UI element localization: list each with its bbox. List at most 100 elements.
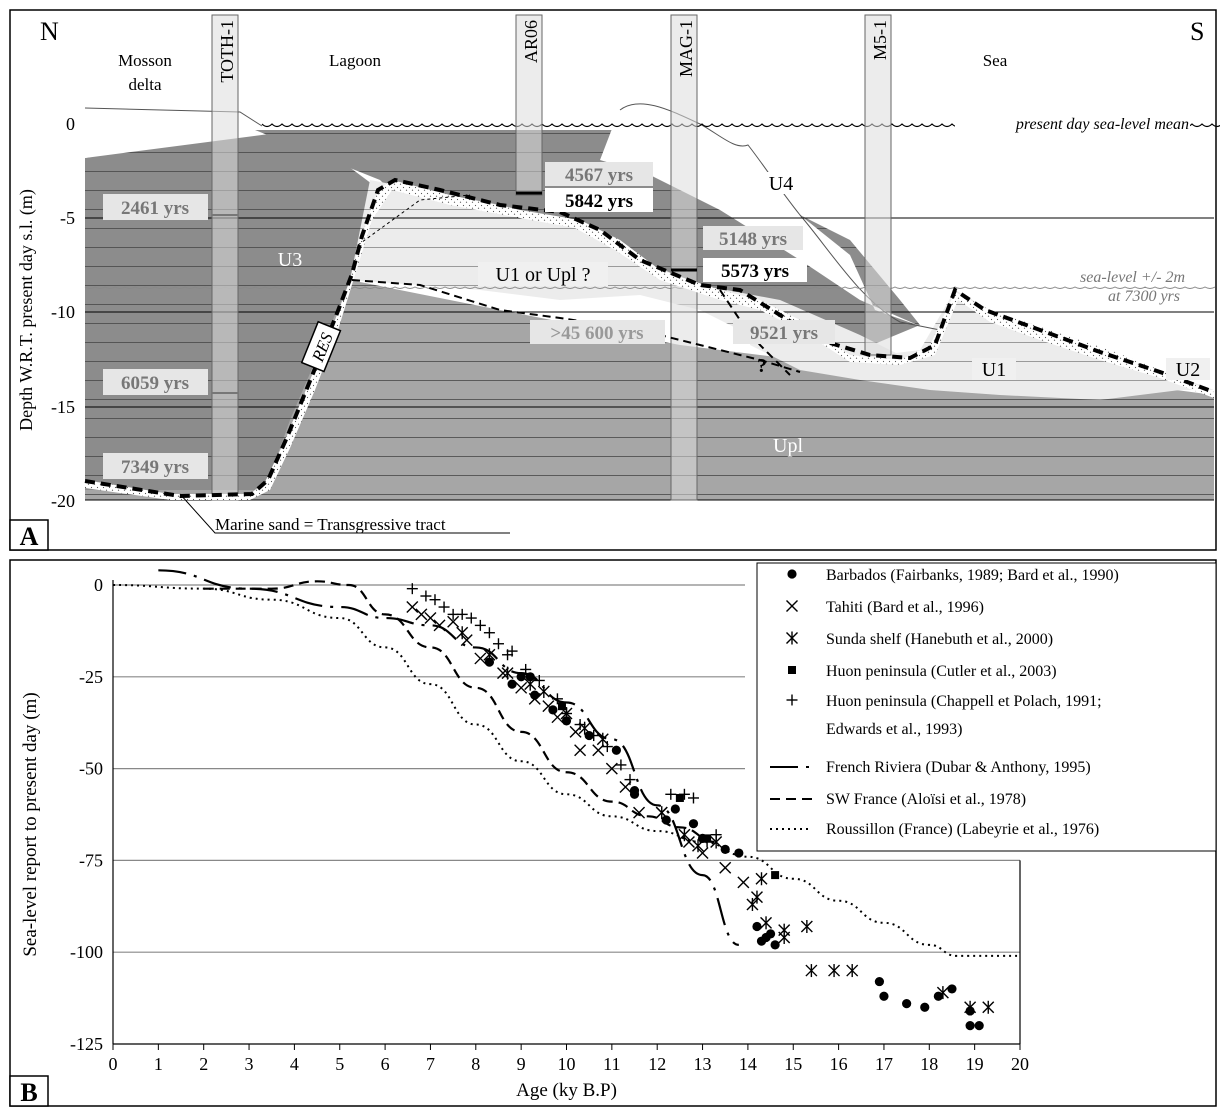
age-7349: 7349 yrs xyxy=(121,457,189,478)
point-plus-16 xyxy=(574,719,586,731)
point-asterisk-14 xyxy=(755,872,768,886)
age-4567: 4567 yrs xyxy=(565,165,633,186)
point-x-17 xyxy=(633,806,646,819)
age-9521: 9521 yrs xyxy=(750,323,818,344)
point-x-16 xyxy=(619,780,632,793)
zone-mosson: Mosson xyxy=(118,51,172,70)
point-dot-23 xyxy=(879,991,889,1001)
point-plus-21 xyxy=(665,788,677,800)
b-ytick-0: 0 xyxy=(94,575,103,595)
unit-u1: U1 xyxy=(982,359,1006,381)
point-dot-29 xyxy=(965,1021,975,1031)
b-xtick-13: 13 xyxy=(694,1054,712,1074)
point-asterisk-2 xyxy=(501,666,514,680)
res-surface xyxy=(84,177,1215,499)
point-asterisk-19 xyxy=(805,964,818,978)
b-ytick--125: -125 xyxy=(70,1034,103,1054)
b-xtick-8: 8 xyxy=(471,1054,480,1074)
point-dot-1 xyxy=(507,679,517,689)
point-plus-13 xyxy=(533,674,545,686)
legend-entry-5: Edwards et al., 1993) xyxy=(826,721,962,738)
unit-u1-or-upl: U1 or Upl ? xyxy=(496,264,591,286)
point-dot-12 xyxy=(670,804,680,814)
b-ylabel: Sea-level report to present day (m) xyxy=(20,692,41,956)
south-label: S xyxy=(1190,17,1204,46)
core-mag1 xyxy=(670,14,698,501)
a-ytick-0: 0 xyxy=(66,114,75,134)
legend-key-square xyxy=(788,666,796,674)
point-square-3 xyxy=(771,871,780,880)
point-asterisk-17 xyxy=(778,931,791,945)
b-xtick-19: 19 xyxy=(966,1054,984,1074)
point-plus-1 xyxy=(420,590,432,602)
point-dot-6 xyxy=(561,716,572,726)
point-x-9 xyxy=(528,692,541,705)
point-plus-6 xyxy=(465,612,477,624)
curve-dotted xyxy=(112,584,1020,957)
sea-level-7300-label: at 7300 yrs xyxy=(1108,288,1180,305)
a-ytick-10: -10 xyxy=(51,302,75,322)
point-x-8 xyxy=(515,681,528,694)
b-xtick-11: 11 xyxy=(603,1054,620,1074)
point-asterisk-8 xyxy=(655,806,668,820)
point-asterisk-9 xyxy=(678,828,691,842)
point-square-1 xyxy=(675,793,684,802)
legend-key-x xyxy=(786,600,798,612)
point-x-2 xyxy=(424,612,437,625)
point-x-20 xyxy=(696,847,709,860)
legend-entry-8: Roussillon (France) (Labeyrie et al., 19… xyxy=(826,821,1099,838)
b-xtick-20: 20 xyxy=(1011,1054,1029,1074)
point-plus-9 xyxy=(492,638,504,650)
a-ytick-15: -15 xyxy=(51,397,75,417)
point-dot-30 xyxy=(974,1021,984,1031)
point-x-6 xyxy=(474,652,487,665)
point-x-4 xyxy=(447,615,460,628)
panel-a-label: A xyxy=(20,522,39,551)
legend-key-dot xyxy=(787,569,797,579)
point-asterisk-12 xyxy=(746,897,759,911)
legend-entry-6: French Riviera (Dubar & Anthony, 1995) xyxy=(826,759,1091,776)
b-xtick-10: 10 xyxy=(558,1054,576,1074)
panel-a: N S Mosson delta Lagoon Sea TOTH-1 AR06 … xyxy=(9,9,1220,551)
sea-level-range-label: sea-level +/- 2m xyxy=(1080,269,1185,286)
point-dot-22 xyxy=(874,976,885,987)
zone-lagoon: Lagoon xyxy=(329,51,381,70)
chart-legend: Barbados (Fairbanks, 1989; Bard et al., … xyxy=(756,562,1217,852)
point-plus-22 xyxy=(678,788,690,800)
b-ytick--75: -75 xyxy=(79,850,103,870)
core-m51 xyxy=(864,14,892,356)
point-asterisk-18 xyxy=(800,919,813,933)
b-xtick-15: 15 xyxy=(784,1054,802,1074)
unit-u4: U4 xyxy=(769,173,793,195)
b-xtick-14: 14 xyxy=(739,1054,757,1074)
point-asterisk-4 xyxy=(537,684,550,698)
a-ylabel: Depth W.R.T. present day s.l. (m) xyxy=(16,189,37,431)
point-asterisk-21 xyxy=(846,964,859,978)
point-plus-17 xyxy=(588,730,600,742)
age-5148: 5148 yrs xyxy=(719,229,787,250)
core-ar06 xyxy=(515,14,543,196)
age-45600: >45 600 yrs xyxy=(550,323,643,344)
b-xtick-4: 4 xyxy=(290,1054,299,1074)
res-label-box: RES xyxy=(300,320,342,373)
point-x-7 xyxy=(497,667,510,680)
point-plus-2 xyxy=(429,594,441,606)
panel-a-gridlines xyxy=(85,217,1214,501)
point-dot-0 xyxy=(484,657,495,667)
curve-dash xyxy=(203,580,717,844)
b-xtick-12: 12 xyxy=(648,1054,666,1074)
point-asterisk-13 xyxy=(750,890,763,904)
b-xlabel: Age (ky B.P) xyxy=(516,1080,617,1101)
point-plus-0 xyxy=(406,583,418,595)
panel-b-label: B xyxy=(20,1078,37,1107)
point-x-12 xyxy=(569,725,582,738)
panel-a-y-axis: 0 -5 -10 -15 -20 Depth W.R.T. present da… xyxy=(16,114,75,511)
point-dot-21 xyxy=(770,940,780,950)
legend-entry-2: Sunda shelf (Hanebuth et al., 2000) xyxy=(826,631,1053,648)
sea-level-7300-wave xyxy=(84,286,1216,289)
unit-u2: U2 xyxy=(1176,359,1200,381)
point-asterisk-23 xyxy=(964,1000,977,1014)
point-x-10 xyxy=(542,700,555,713)
point-x-13 xyxy=(574,744,587,757)
